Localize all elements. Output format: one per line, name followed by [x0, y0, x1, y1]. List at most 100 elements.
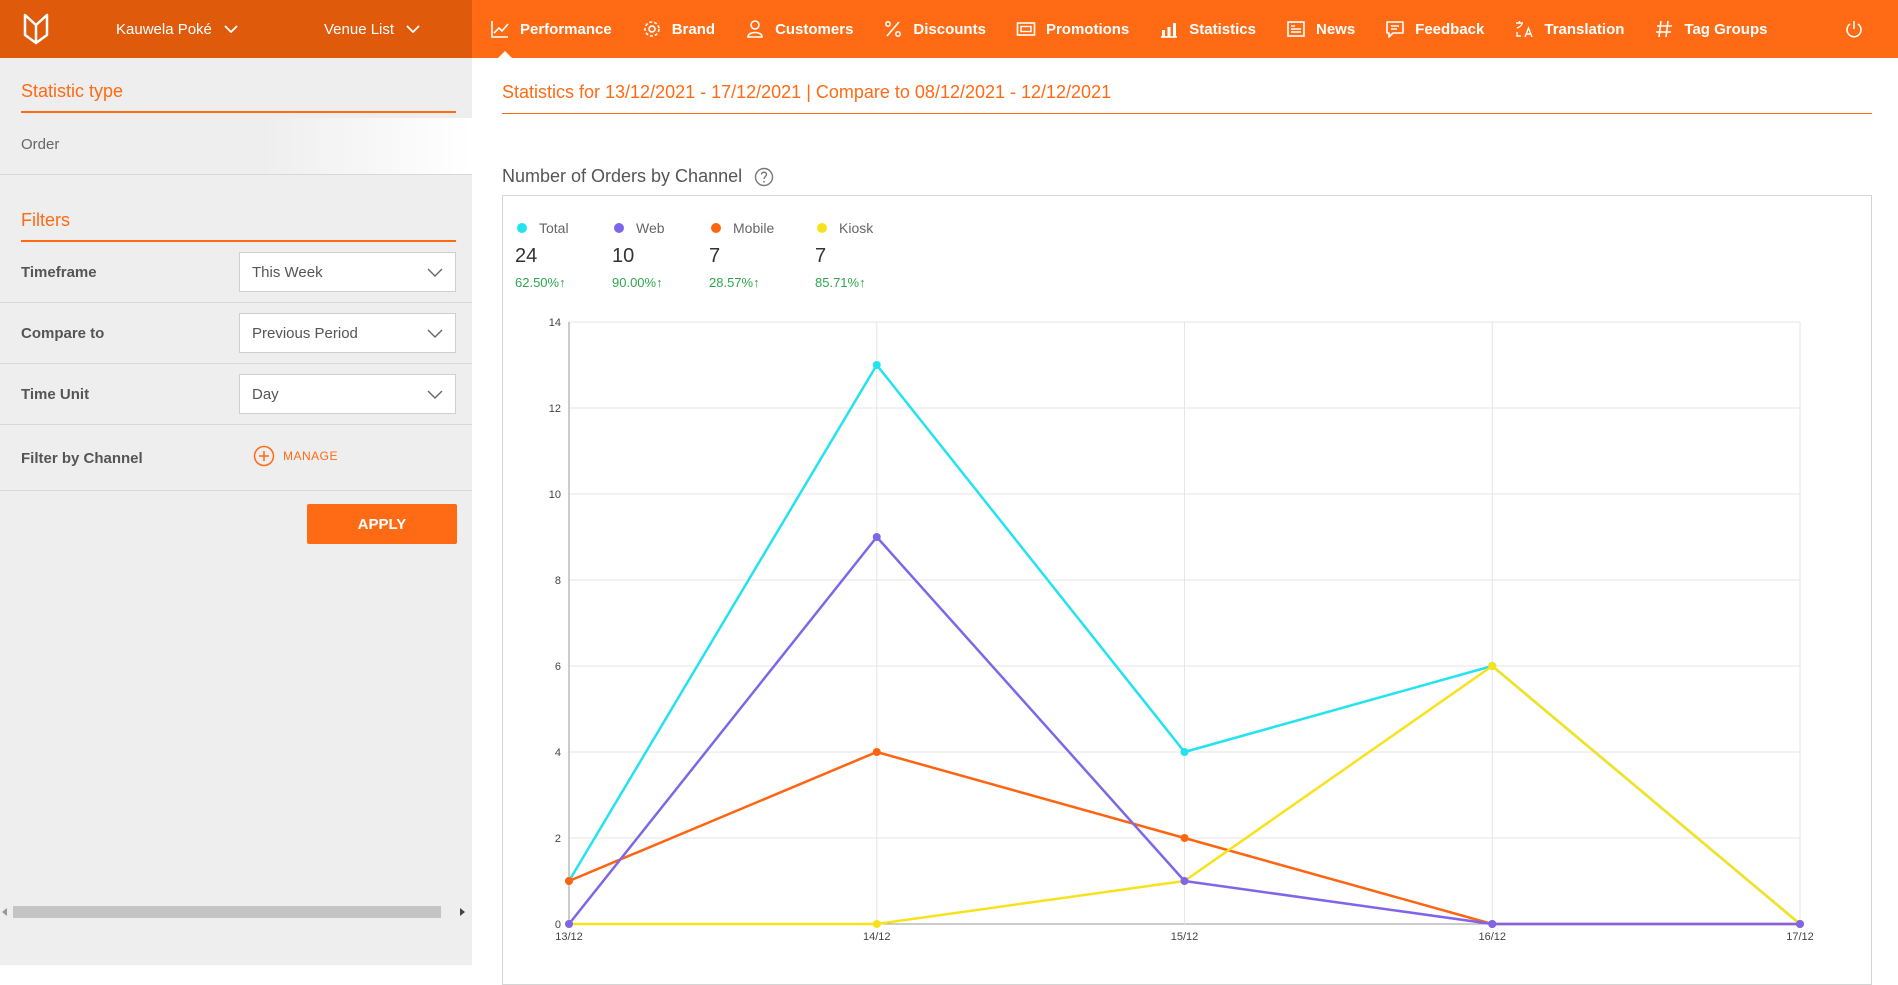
nav-brand[interactable]: Brand	[642, 0, 715, 58]
x-tick-label: 15/12	[1171, 931, 1199, 943]
chevron-down-icon	[427, 329, 443, 338]
nav-discounts[interactable]: Discounts	[883, 0, 986, 58]
select-value: Day	[252, 386, 279, 403]
nav-label: Customers	[775, 20, 854, 38]
venue-group-label: Kauwela Poké	[116, 20, 212, 38]
venue-list-label: Venue List	[324, 20, 395, 38]
legend-change: 85.71%↑	[815, 275, 866, 290]
scroll-left-arrow[interactable]	[2, 908, 7, 916]
legend-item-web[interactable]: Web 10 90.00%↑	[612, 219, 709, 290]
x-tick-label: 14/12	[863, 931, 891, 943]
y-tick-label: 14	[549, 317, 561, 329]
filter-row-time-unit: Time Unit Day	[0, 364, 472, 425]
power-icon[interactable]	[1844, 19, 1864, 39]
timeframe-select[interactable]: This Week	[239, 252, 456, 292]
y-tick-label: 4	[555, 747, 561, 759]
nav-label: Discounts	[913, 20, 986, 38]
data-point-web	[872, 533, 881, 541]
chart-title: Number of Orders by Channel	[502, 166, 743, 186]
legend-name: Web	[636, 220, 665, 236]
nav-news[interactable]: News	[1286, 0, 1355, 58]
x-tick-label: 17/12	[1786, 931, 1814, 943]
chevron-down-icon	[427, 390, 443, 399]
legend-name: Kiosk	[839, 220, 874, 236]
compare-to-select[interactable]: Previous Period	[239, 313, 456, 353]
percent-icon	[885, 21, 902, 37]
gear-icon	[643, 21, 660, 37]
legend-value: 24	[515, 245, 538, 267]
nav-label: Statistics	[1189, 20, 1256, 38]
legend-change: 90.00%↑	[612, 275, 663, 290]
legend-item-mobile[interactable]: Mobile 7 28.57%↑	[709, 219, 815, 290]
y-tick-label: 0	[555, 919, 561, 931]
nav-tag-groups[interactable]: Tag Groups	[1654, 0, 1767, 58]
data-point-total	[872, 361, 881, 369]
brand-logo-icon[interactable]	[22, 13, 50, 45]
divider	[21, 240, 456, 242]
legend-value: 7	[709, 245, 721, 267]
statistic-type-option[interactable]: Order	[0, 118, 472, 175]
filter-row-channel: Filter by Channel MANAGE	[0, 425, 472, 491]
legend-dot	[817, 223, 827, 233]
chart-heading: Number of Orders by Channel	[502, 166, 774, 187]
help-icon[interactable]	[754, 167, 774, 187]
nav-statistics[interactable]: Statistics	[1159, 0, 1256, 58]
legend-change: 62.50%↑	[515, 275, 566, 290]
filters-title: Filters	[21, 210, 70, 230]
nav-label: News	[1315, 20, 1356, 38]
main-navigation: Performance Brand Customers Discounts Pr…	[490, 0, 1797, 58]
x-tick-label: 16/12	[1478, 931, 1506, 943]
y-tick-label: 10	[549, 489, 561, 501]
nav-promotions[interactable]: Promotions	[1016, 0, 1129, 58]
filter-label: Compare to	[21, 325, 105, 342]
hash-icon	[1656, 20, 1673, 38]
nav-label: Translation	[1544, 20, 1625, 38]
legend-value: 7	[815, 245, 827, 267]
venue-group-dropdown[interactable]: Kauwela Poké	[116, 0, 238, 58]
manage-label: MANAGE	[283, 449, 339, 463]
data-point-web	[1180, 877, 1189, 885]
scrollbar-thumb[interactable]	[13, 906, 441, 918]
newspaper-icon	[1287, 21, 1305, 37]
manage-channels-button[interactable]: MANAGE	[253, 445, 338, 467]
trend-icon	[491, 21, 509, 38]
venue-selector-area: Kauwela Poké Venue List	[0, 0, 472, 58]
nav-customers[interactable]: Customers	[745, 0, 853, 58]
legend-dot	[711, 223, 721, 233]
data-point-mobile	[1180, 834, 1189, 842]
statistic-type-title: Statistic type	[21, 81, 124, 101]
nav-label: Tag Groups	[1684, 20, 1768, 38]
legend-dot	[614, 223, 624, 233]
filter-row-timeframe: Timeframe This Week	[0, 242, 472, 303]
legend-change: 28.57%↑	[709, 275, 760, 290]
x-tick-label: 13/12	[555, 931, 583, 943]
translate-icon	[1516, 21, 1534, 38]
y-tick-label: 8	[555, 575, 561, 587]
legend-item-kiosk[interactable]: Kiosk 7 85.71%↑	[815, 219, 912, 290]
person-icon	[747, 20, 763, 38]
nav-label: Brand	[671, 20, 716, 38]
nav-performance[interactable]: Performance	[490, 0, 612, 58]
legend-item-total[interactable]: Total 24 62.50%↑	[515, 219, 612, 290]
filter-label: Filter by Channel	[21, 450, 143, 467]
venue-list-dropdown[interactable]: Venue List	[324, 0, 420, 58]
nav-feedback[interactable]: Feedback	[1385, 0, 1484, 58]
filter-sidebar: Statistic type Order Filters Timeframe T…	[0, 58, 472, 965]
scroll-right-arrow[interactable]	[460, 908, 465, 916]
data-point-mobile	[565, 877, 573, 885]
y-tick-label: 12	[549, 403, 561, 415]
ticket-icon	[1016, 22, 1036, 36]
data-point-kiosk	[872, 920, 881, 928]
data-point-kiosk	[1488, 662, 1497, 670]
select-value: Previous Period	[252, 325, 358, 342]
data-point-total	[1180, 748, 1189, 756]
time-unit-select[interactable]: Day	[239, 374, 456, 414]
y-tick-label: 2	[555, 833, 561, 845]
divider	[502, 113, 1872, 114]
horizontal-scrollbar[interactable]	[0, 901, 472, 919]
apply-button[interactable]: APPLY	[307, 504, 457, 544]
top-nav-bar: Kauwela Poké Venue List Performance Bran…	[0, 0, 1898, 58]
y-tick-label: 6	[555, 661, 561, 673]
divider	[21, 111, 456, 113]
nav-translation[interactable]: Translation	[1514, 0, 1624, 58]
